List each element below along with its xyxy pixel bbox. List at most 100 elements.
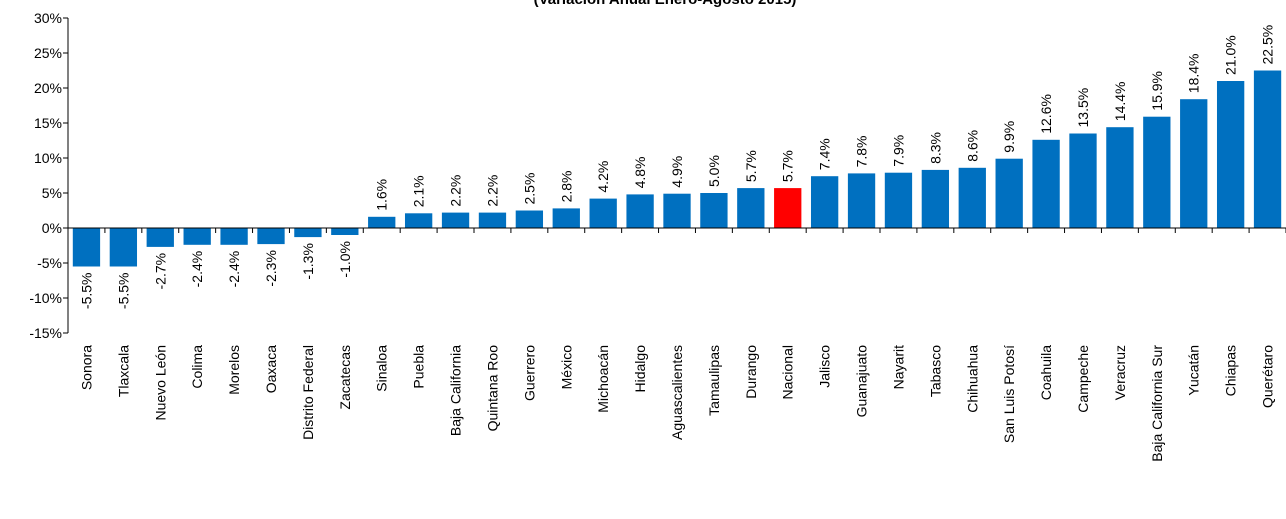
bar — [589, 198, 617, 228]
value-label: 2.2% — [448, 175, 464, 207]
value-label: 9.9% — [1001, 121, 1017, 153]
bar — [404, 213, 433, 228]
bar — [774, 188, 802, 228]
x-tick-label: Nayarit — [890, 345, 906, 389]
bar — [515, 210, 544, 228]
bar — [1216, 81, 1245, 228]
chart-subtitle: (Variación Anual Enero-Agosto 2015) — [534, 0, 797, 8]
bar — [331, 228, 359, 235]
x-tick-label: Jalisco — [817, 345, 833, 388]
x-tick-label: Veracruz — [1112, 345, 1128, 400]
value-label: -2.4% — [226, 251, 242, 288]
x-tick-label: Morelos — [226, 345, 242, 395]
y-tick-label: -5% — [37, 255, 62, 271]
bar — [700, 193, 728, 228]
x-tick-label: Tabasco — [927, 345, 943, 397]
bar — [552, 208, 580, 228]
x-tick-label: Colima — [189, 345, 205, 389]
value-label: -1.0% — [337, 241, 353, 278]
bar — [663, 193, 691, 228]
bar — [810, 176, 839, 228]
bar — [183, 228, 211, 245]
y-tick-label: -15% — [29, 325, 62, 341]
value-label: -2.7% — [152, 253, 168, 290]
value-label: 7.4% — [817, 138, 833, 170]
value-label: 2.1% — [411, 175, 427, 207]
x-tick-label: Coahuila — [1038, 345, 1054, 400]
value-label: 8.6% — [964, 130, 980, 162]
bar — [146, 228, 174, 247]
y-tick-label: 30% — [34, 10, 62, 26]
bar — [1253, 70, 1282, 228]
bar — [368, 216, 396, 228]
bar — [995, 158, 1023, 228]
bar — [441, 212, 470, 228]
x-tick-label: Campeche — [1075, 345, 1091, 413]
x-tick-label: Michoacán — [595, 345, 611, 413]
x-tick-label: Zacatecas — [337, 345, 353, 410]
x-tick-label: México — [558, 345, 574, 390]
bar — [921, 169, 950, 228]
value-label: 5.0% — [706, 155, 722, 187]
bar — [884, 172, 913, 228]
x-tick-label: Tlaxcala — [115, 345, 131, 397]
bar — [1032, 139, 1060, 228]
value-label: 2.8% — [558, 170, 574, 202]
x-tick-label: Aguascalientes — [669, 345, 685, 440]
value-label: 21.0% — [1223, 35, 1239, 75]
x-tick-label: Guerrero — [521, 345, 537, 401]
bar — [958, 167, 986, 228]
value-label: -5.5% — [78, 273, 94, 310]
x-tick-label: Guanajuato — [854, 345, 870, 418]
bar — [737, 188, 765, 228]
x-tick-label: Yucatán — [1186, 345, 1202, 396]
bar — [1069, 133, 1097, 228]
bar — [72, 228, 101, 267]
x-tick-label: Oaxaca — [263, 345, 279, 393]
value-label: -1.3% — [300, 243, 316, 280]
bar — [220, 228, 248, 245]
value-label: -2.4% — [189, 251, 205, 288]
value-label: 4.9% — [669, 156, 685, 188]
x-tick-label: Hidalgo — [632, 345, 648, 393]
value-label: 1.6% — [374, 179, 390, 211]
x-tick-label: Quintana Roo — [484, 345, 500, 432]
value-label: -2.3% — [263, 250, 279, 287]
bar — [847, 173, 876, 228]
bar — [1106, 127, 1134, 228]
value-label: 14.4% — [1112, 81, 1128, 121]
x-tick-label: Chiapas — [1223, 345, 1239, 396]
x-tick-label: Chihuahua — [964, 345, 980, 413]
value-label: -5.5% — [115, 273, 131, 310]
bar — [1180, 99, 1208, 228]
y-tick-label: -10% — [29, 290, 62, 306]
value-label: 7.9% — [890, 135, 906, 167]
y-tick-label: 10% — [34, 150, 62, 166]
x-tick-label: Nacional — [780, 345, 796, 399]
x-tick-label: Tamaulipas — [706, 345, 722, 416]
value-label: 22.5% — [1260, 25, 1276, 65]
y-tick-label: 5% — [42, 185, 62, 201]
value-label: 4.2% — [595, 161, 611, 193]
value-label: 5.7% — [780, 150, 796, 182]
bar — [1143, 116, 1171, 228]
x-tick-label: Baja California — [448, 345, 464, 436]
x-tick-label: Baja California Sur — [1149, 345, 1165, 462]
y-tick-label: 15% — [34, 115, 62, 131]
y-tick-label: 20% — [34, 80, 62, 96]
bar — [109, 228, 138, 267]
bar — [294, 228, 322, 238]
x-tick-label: Durango — [743, 345, 759, 399]
x-tick-label: Sinaloa — [374, 345, 390, 392]
value-label: 18.4% — [1186, 53, 1202, 93]
value-label: 2.5% — [521, 173, 537, 205]
bar — [257, 228, 285, 245]
x-tick-label: Puebla — [411, 345, 427, 389]
x-tick-label: Distrito Federal — [300, 345, 316, 440]
x-tick-label: Sonora — [78, 345, 94, 390]
x-tick-label: Nuevo León — [152, 345, 168, 421]
y-tick-label: 0% — [42, 220, 62, 236]
value-label: 13.5% — [1075, 88, 1091, 128]
bar — [478, 212, 507, 228]
